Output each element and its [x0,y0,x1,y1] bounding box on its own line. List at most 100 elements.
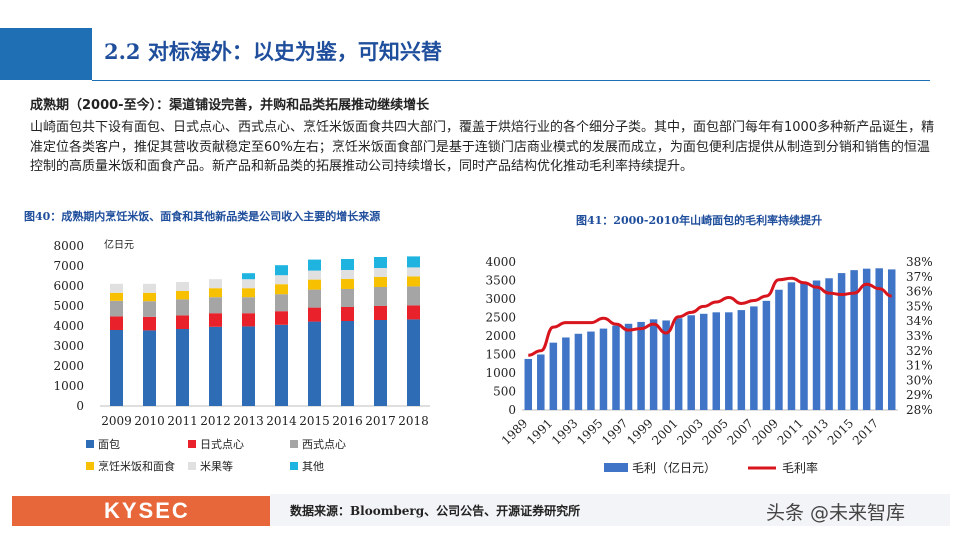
stacked-bar-segment [143,292,156,302]
y-right-tick-label: 34% [906,314,933,328]
y-tick-label: 7000 [53,259,84,273]
x-tick-label: 1999 [624,416,655,447]
stacked-bar-segment [407,267,420,277]
y-right-tick-label: 35% [906,299,933,313]
y-tick-label: 5000 [53,299,84,313]
y-right-tick-label: 37% [906,270,933,284]
gross-profit-bar [787,282,796,410]
gross-profit-bar [750,306,758,410]
stacked-bar-segment [374,277,387,287]
stacked-bar-segment [308,307,321,322]
x-tick-label: 2007 [724,416,755,447]
stacked-bar-segment [209,288,222,298]
gross-profit-bar [637,321,645,410]
stacked-bar-segment [110,316,123,330]
section-subheading: 成熟期（2000-至今）：渠道铺设完善，并购和品类拓展推动继续增长 [30,98,430,113]
stacked-bar-segment [407,286,420,306]
y-left-tick-label: 3500 [485,274,516,288]
stacked-bar-segment [275,284,288,295]
stacked-bar-segment [407,276,420,287]
y-tick-label: 3000 [53,339,84,353]
stacked-bar-segment [275,294,288,312]
stacked-bar-segment [209,297,222,314]
stacked-bar-segment [176,315,189,329]
y-left-tick-label: 1000 [485,366,516,380]
y-tick-label: 8000 [53,239,84,253]
x-tick-label: 2017 [850,416,881,447]
stacked-bar-segment [374,257,387,268]
gross-profit-bar [775,289,783,410]
gross-profit-bar [825,278,833,410]
gross-profit-bar [875,268,883,410]
gross-profit-bar [812,280,821,410]
x-tick-label: 2011 [167,414,198,428]
data-source-note: 数据来源：Bloomberg、公司公告、开源证券研究所 [290,504,581,518]
x-tick-label: 2013 [800,416,831,447]
header-divider [92,80,930,81]
stacked-bar-segment [341,307,354,321]
legend-label: 其他 [302,460,324,473]
stacked-bar-segment [341,270,354,279]
stacked-bar-segment [374,306,387,320]
section-body-text: 山崎面包共下设有面包、日式点心、西式点心、烹饪米饭面食共四大部门，覆盖于烘焙行业… [30,120,935,174]
x-tick-label: 1991 [524,416,555,447]
chart-left-caption: 图40：成熟期内烹饪米饭、面食和其他新品类是公司收入主要的增长来源 [24,210,381,223]
gross-profit-bar [549,342,558,410]
x-tick-label: 1993 [549,416,580,447]
stacked-bar-segment [374,268,387,277]
gross-profit-bar [587,331,595,410]
y-left-tick-label: 2500 [485,311,516,325]
y-right-tick-label: 29% [906,388,933,402]
x-tick-label: 2001 [649,416,680,447]
stacked-bar-segment [242,279,255,289]
stacked-bar-segment [275,324,288,406]
stacked-bar-segment [110,292,123,301]
x-tick-label: 1997 [599,416,630,447]
gross-profit-bar [599,328,608,410]
x-tick-label: 1989 [499,416,530,447]
legend-swatch [290,440,298,448]
stacked-bar-segment [143,330,156,406]
gross-profit-bar [737,310,746,410]
x-tick-label: 2012 [200,414,231,428]
watermark: 头条 @未来智库 [766,502,906,524]
gross-profit-bar [524,358,533,410]
gross-profit-bar [725,312,733,410]
y-left-tick-label: 4000 [485,255,516,269]
x-tick-label: 2009 [750,416,781,447]
stacked-bar-segment [242,288,255,298]
gross-profit-bar [862,268,871,410]
x-tick-label: 2003 [674,416,705,447]
stacked-bar-segment [242,326,255,406]
legend-swatch [188,440,196,448]
legend-label-bar: 毛利（亿日元） [632,460,716,475]
legend-swatch [290,462,298,470]
stacked-bar-segment [143,301,156,317]
stacked-bar-segment [341,289,354,307]
stacked-bar-segment [209,313,222,327]
gross-profit-bar [624,323,633,410]
stacked-bar-segment [176,291,189,300]
stacked-bar-segment [341,259,354,270]
x-tick-label: 2009 [101,414,132,428]
gross-profit-bar [837,273,846,410]
y-right-tick-label: 33% [906,329,933,343]
stacked-bar-segment [209,326,222,406]
footer-band [270,494,950,526]
stacked-bar-segment [407,305,420,320]
y-right-tick-label: 36% [906,285,933,299]
legend-swatch [188,462,196,470]
y-right-tick-label: 31% [906,359,933,373]
stacked-bar-segment [110,330,123,406]
y-right-tick-label: 32% [906,344,933,358]
stacked-bar-segment [308,289,321,308]
stacked-bar-segment [308,279,321,290]
legend-swatch [86,462,94,470]
gross-profit-bar [612,325,620,410]
y-tick-label: 4000 [53,319,84,333]
x-tick-label: 2010 [134,414,165,428]
gross-profit-bar [687,315,695,410]
x-tick-label: 2018 [398,414,429,428]
header-accent-bar [0,28,92,80]
legend-swatch-bar [604,463,628,472]
